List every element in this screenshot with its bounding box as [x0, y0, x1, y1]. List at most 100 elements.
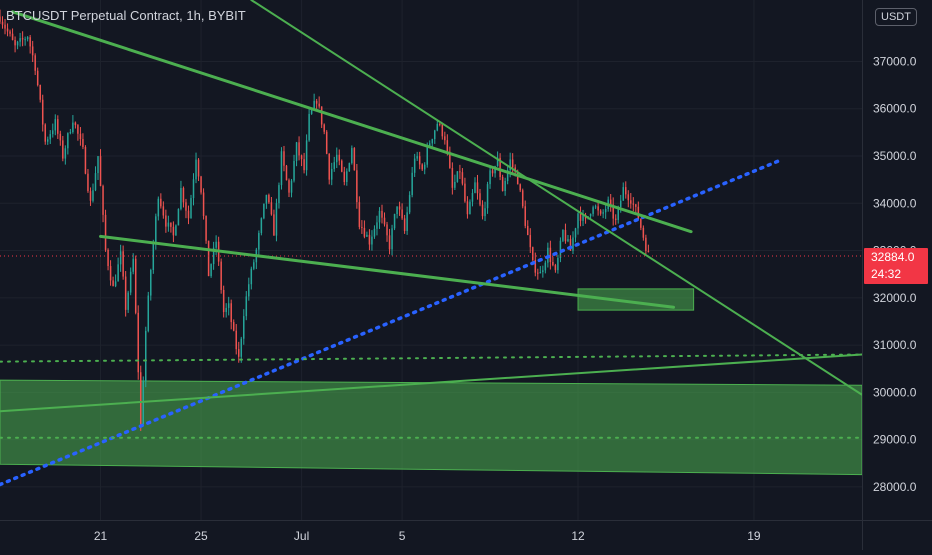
candle-body	[39, 84, 41, 100]
candle-body	[155, 216, 157, 245]
candle-body	[190, 198, 192, 219]
candle-body	[625, 187, 627, 195]
candles	[0, 9, 650, 432]
candle-body	[336, 154, 338, 163]
candle-body	[519, 184, 521, 191]
candle-body	[341, 160, 343, 172]
last-price-badge: 32884.0 24:32	[864, 248, 928, 284]
candle-body	[46, 139, 49, 142]
candle-body	[303, 159, 305, 171]
candle-body	[74, 122, 77, 126]
candle-body	[431, 139, 434, 144]
candle-body	[205, 215, 207, 241]
candle-body	[366, 234, 368, 237]
candle-body	[182, 187, 185, 203]
candle-body	[268, 194, 270, 203]
candle-body	[403, 218, 406, 231]
candle-body	[330, 168, 333, 180]
candle-body	[24, 39, 26, 41]
time-tick-label: 25	[194, 529, 208, 543]
candle-body	[491, 170, 494, 174]
candle-body	[532, 247, 534, 261]
candle-body	[542, 270, 544, 273]
candle-body	[288, 180, 290, 193]
candle-body	[416, 156, 418, 159]
candle-body	[54, 119, 57, 131]
candle-body	[240, 338, 243, 357]
trend-line	[250, 0, 863, 396]
candle-body	[305, 140, 308, 171]
candle-body	[597, 206, 599, 211]
candle-body	[328, 153, 330, 180]
candle-body	[401, 209, 403, 219]
candle-body	[235, 330, 237, 350]
drawings	[0, 0, 863, 487]
candle-body	[310, 109, 313, 114]
candle-body	[36, 70, 39, 85]
candle-body	[172, 226, 175, 236]
candle-body	[9, 31, 11, 34]
candle-body	[160, 198, 162, 207]
candle-body	[635, 204, 637, 207]
candle-body	[67, 133, 69, 149]
candle-body	[466, 201, 469, 215]
candle-body	[441, 124, 444, 137]
candle-body	[411, 172, 413, 196]
candle-body	[383, 217, 386, 225]
candle-body	[481, 204, 484, 217]
candle-body	[220, 261, 222, 290]
candle-body	[210, 264, 212, 277]
candle-body	[11, 33, 14, 40]
candle-body	[557, 257, 559, 271]
candle-body	[285, 165, 288, 181]
candle-body	[165, 215, 167, 227]
candle-body	[320, 106, 323, 125]
candle-body	[642, 227, 645, 238]
candle-body	[373, 228, 376, 237]
candle-body	[451, 167, 454, 188]
candle-body	[97, 156, 99, 174]
candle-body	[356, 170, 358, 203]
candle-body	[230, 303, 232, 323]
candle-body	[436, 123, 439, 131]
candle-body	[459, 171, 461, 173]
candle-body	[290, 180, 293, 193]
candle-body	[132, 258, 134, 272]
time-tick-label: Jul	[294, 529, 309, 543]
dotted-trend-line	[0, 353, 863, 363]
candle-body	[562, 229, 564, 241]
candle-body	[1, 21, 4, 25]
candle-body	[275, 203, 278, 236]
candle-body	[574, 228, 577, 238]
candle-body	[29, 37, 31, 47]
candle-body	[187, 210, 190, 219]
candle-body	[388, 235, 391, 250]
candle-body	[396, 206, 398, 215]
candle-body	[376, 222, 378, 229]
chart-title: BTCUSDT Perpetual Contract, 1h, BYBIT	[6, 8, 246, 23]
candle-body	[162, 206, 165, 216]
candle-body	[295, 142, 298, 161]
time-tick-label: 21	[94, 529, 108, 543]
candle-body	[325, 131, 328, 154]
candle-body	[371, 236, 373, 245]
candle-body	[243, 316, 245, 339]
candle-body	[69, 132, 72, 134]
candle-body	[197, 159, 200, 177]
candle-body	[57, 119, 59, 134]
candle-body	[62, 140, 64, 159]
candle-body	[338, 154, 341, 161]
candle-body	[175, 225, 177, 236]
currency-button[interactable]: USDT	[875, 8, 917, 26]
candle-body	[6, 28, 9, 32]
price-tick-label: 37000.0	[873, 54, 917, 68]
candle-body	[619, 200, 622, 208]
candle-body	[323, 124, 325, 132]
candle-body	[64, 148, 67, 159]
time-tick-label: 5	[399, 529, 406, 543]
candle-body	[59, 133, 62, 141]
candle-body	[134, 258, 137, 313]
candle-body	[137, 312, 139, 373]
